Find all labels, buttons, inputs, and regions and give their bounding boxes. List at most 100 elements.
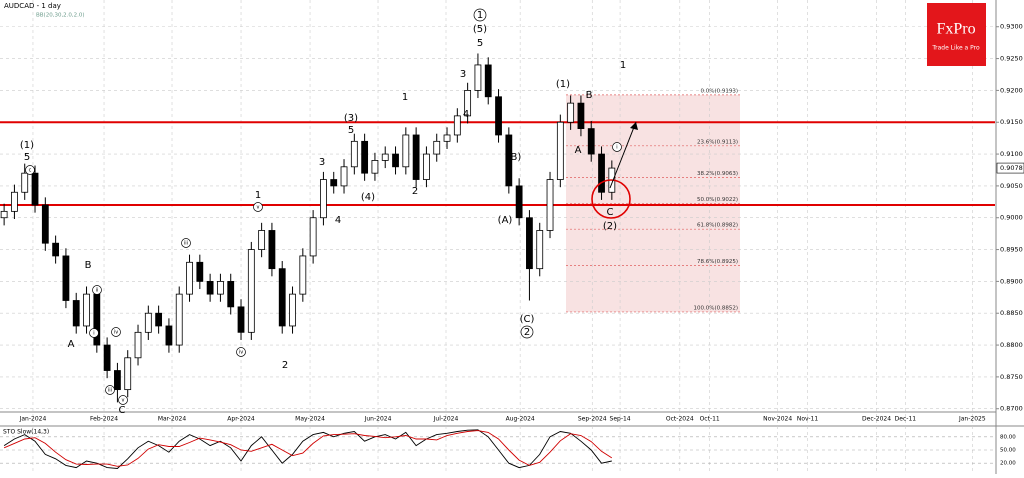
candle-body [278,268,286,327]
wave-label: iii [184,241,188,247]
osc-line [3,430,613,467]
x-tick-label: May-2024 [295,416,325,423]
wave-label: 5 [348,125,354,136]
candle-body [556,121,564,180]
fib-label: 0.0%(0.9193) [700,88,738,94]
x-tick-label: Sep-2024 [578,416,607,423]
candle-body [330,179,338,187]
candle-body [412,134,420,180]
fib-label: 50.0%(0.9022) [697,197,738,203]
wave-label: (A) [498,215,513,226]
wave-label: 1 [402,92,408,103]
candle-body [268,230,276,270]
wave-label: (2) [603,221,617,232]
logo-tagline: Trade Like a Pro [931,45,980,52]
wave-label: 1 [255,190,261,201]
x-tick-label: Mar-2024 [158,416,187,423]
y-tick-label: 0.9200 [1000,86,1023,94]
x-tick-label: Feb-2024 [90,416,118,423]
candle-body [587,128,595,155]
candle-body [227,280,235,308]
wave-label: (1) [20,140,34,151]
osc-tick-label: 80.00 [1000,434,1016,440]
x-tick-label: Apr-2024 [227,416,255,423]
candle-body [464,90,472,117]
y-tick-label: 0.8800 [1000,341,1023,349]
candle-body [402,134,410,168]
candle-body [217,280,224,295]
candle-body [350,140,358,168]
candle-body [309,217,317,257]
fib-label: 78.6%(0.8925) [697,259,738,265]
candle-body [567,102,575,123]
wave-label: C [607,207,614,218]
wave-label: iv [114,330,118,336]
candle-body [299,255,307,295]
y-tick-label: 0.9150 [1000,118,1023,126]
candle-body [237,306,245,333]
wave-label: (1) [556,79,570,90]
wave-label: 1 [620,60,626,71]
wave-label: iv [239,350,243,356]
indicator-label: BB(20,30,2.0,2.0) [36,13,85,19]
candle-body [11,191,18,212]
candle-body [247,249,255,333]
annotation-circle [89,328,99,338]
candle-body [0,210,8,219]
y-tick-label: 0.9250 [1000,55,1023,63]
candle-body [124,357,132,391]
wave-label: 4 [463,109,469,120]
candle-body [453,115,461,136]
x-tick-label: Jul-2024 [433,416,459,423]
x-tick-label: Nov-11 [797,416,819,423]
candle-body [258,230,266,250]
wave-label: 1 [477,10,483,21]
annotation-circle [612,142,622,152]
wave-label: C [119,405,126,416]
wave-label: 5 [24,152,30,163]
candle-body [21,172,29,193]
wave-label: (4) [361,192,375,203]
x-tick-label: Dec-11 [895,416,917,423]
x-tick-label: Sep-14 [610,416,631,423]
x-tick-label: Dec-2024 [862,416,891,423]
annotation-circle [105,385,115,395]
logo-box [927,3,986,66]
arrow-head [630,122,638,130]
candle-body [371,160,379,174]
x-tick-label: Jan-2025 [958,416,986,423]
wave-label: i [93,331,94,337]
wave-label: ii [96,288,99,294]
wave-label: 4 [335,215,341,226]
candle-body [443,134,451,142]
candle-body [83,293,90,327]
annotation-circle [253,202,263,212]
candle-body [536,230,544,270]
x-tick-label: Oct-11 [700,416,720,423]
candle-body [155,312,163,327]
candle-body [381,153,389,161]
x-tick-label: Oct-2024 [666,416,694,423]
annotation-circle [473,8,487,22]
wave-label: A [68,339,75,350]
candle-body [340,166,348,187]
wave-label: A [575,145,582,156]
candle-body [515,185,523,219]
candle-body [484,64,492,98]
candle-body [206,280,214,295]
candle-body [114,370,121,391]
annotation-circle [520,325,534,339]
osc-line [3,429,612,469]
fib-label: 38.2%(0.9063) [697,171,738,177]
candle-body [175,293,183,346]
candle-body [62,255,70,301]
y-tick-label: 0.8750 [1000,373,1023,381]
highlight-circle [591,179,631,219]
y-tick-label: 0.9100 [1000,150,1023,158]
y-tick-label: 0.8850 [1000,309,1023,317]
oscillator-title: STO Slow(14,3) [3,429,49,436]
candle-body [289,293,296,327]
candle-body [165,325,173,346]
